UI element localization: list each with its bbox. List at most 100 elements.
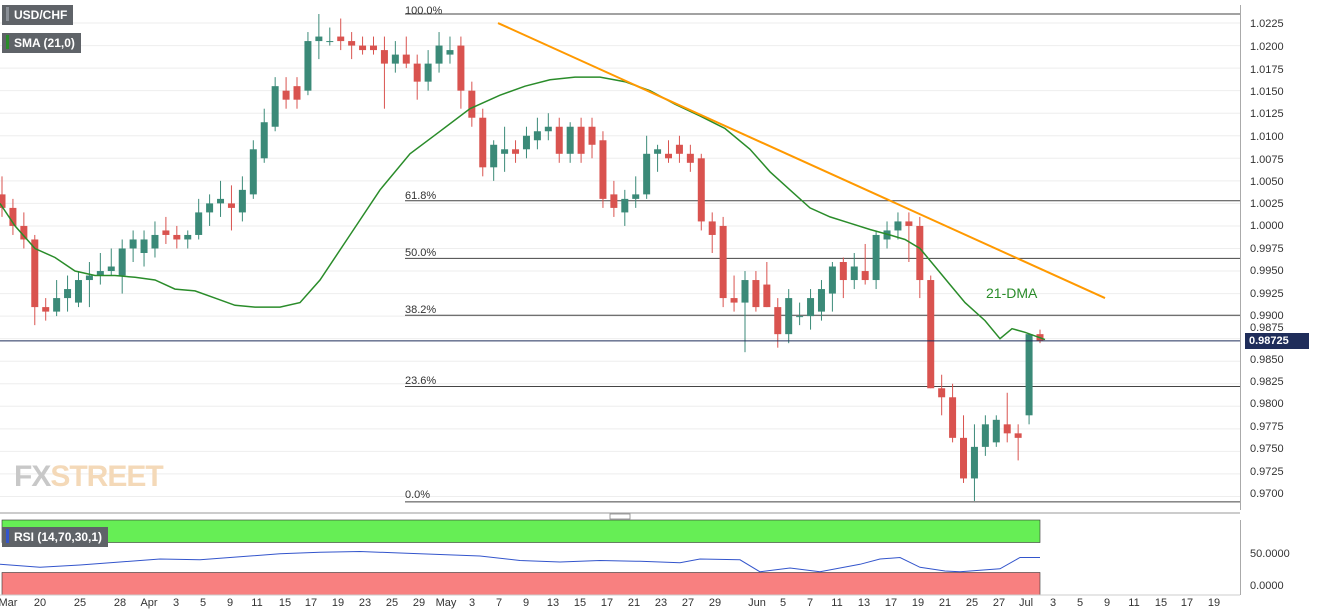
candle-body [796, 316, 804, 318]
bullish-candle [807, 289, 815, 330]
bearish-candle [861, 243, 869, 285]
sma-tag[interactable]: SMA (21,0) [2, 33, 81, 53]
candle-body [697, 158, 705, 222]
bearish-candle [599, 131, 607, 208]
rsi-line [0, 550, 1040, 573]
x-tick-label: 19 [331, 597, 345, 609]
candle-body [173, 234, 181, 240]
candle-body [839, 262, 847, 281]
candle-body [730, 298, 738, 303]
bearish-candle [960, 415, 968, 483]
candle-body [413, 63, 421, 82]
panel-splitter[interactable] [0, 512, 1240, 520]
bullish-candle [74, 271, 82, 308]
sma-swatch [6, 35, 9, 49]
symbol-tag[interactable]: USD/CHF [2, 5, 74, 25]
candle-body [1003, 424, 1011, 434]
bearish-candle [697, 153, 705, 231]
candle-body [391, 54, 399, 64]
candle-body [938, 388, 946, 398]
candle-body [774, 307, 782, 335]
descending-trendline [497, 22, 1106, 299]
rsi-swatch [6, 529, 9, 543]
bullish-candle [129, 230, 137, 263]
bearish-candle [468, 81, 476, 127]
candle-body [249, 149, 257, 195]
bullish-candle [643, 135, 651, 199]
candle-body [195, 212, 203, 235]
candle-body [555, 126, 563, 154]
y-tick-label: 0.9850 [1250, 354, 1284, 366]
x-tick-label: 20 [33, 597, 47, 609]
x-tick-label: 21 [627, 597, 641, 609]
bullish-candle [85, 262, 93, 308]
bearish-candle [348, 32, 356, 60]
bearish-candle [369, 36, 377, 55]
candle-body [271, 86, 279, 127]
candle-body [282, 90, 290, 100]
x-tick-label: 21 [938, 597, 952, 609]
x-tick-label: Mar [0, 597, 18, 609]
y-tick-label: 0.9950 [1250, 265, 1284, 277]
candle-body [326, 41, 334, 43]
candle-body [64, 289, 72, 299]
bearish-candle [719, 216, 727, 308]
bullish-candle [271, 77, 279, 132]
candle-body [675, 144, 683, 154]
y-tick-label: 1.0050 [1250, 176, 1284, 188]
rsi-tick-label: 0.0000 [1250, 580, 1284, 592]
fxstreet-logo: FXSTREET [14, 460, 164, 493]
x-tick-label: 17 [884, 597, 898, 609]
bearish-candle [282, 77, 290, 109]
y-tick-label: 0.9925 [1250, 288, 1284, 300]
candle-body [686, 153, 694, 163]
y-tick-label: 1.0175 [1250, 64, 1284, 76]
bearish-candle [730, 275, 738, 312]
x-tick-label: 3 [468, 597, 476, 609]
candle-body [53, 298, 61, 312]
candle-body [140, 239, 148, 253]
x-tick-label: 3 [172, 597, 180, 609]
bearish-candle [949, 383, 957, 443]
bullish-candle [107, 248, 115, 276]
bearish-candle [479, 108, 487, 177]
x-tick-label: 27 [992, 597, 1006, 609]
x-tick-label: 5 [779, 597, 787, 609]
candle-body [348, 41, 356, 46]
candle-body [304, 41, 312, 91]
candle-body [315, 36, 323, 42]
bullish-candle [326, 27, 334, 46]
bullish-candle [195, 198, 203, 240]
bearish-candle [839, 257, 847, 299]
bullish-candle [501, 126, 509, 172]
rsi-tag[interactable]: RSI (14,70,30,1) [2, 527, 109, 547]
y-tick-label: 0.9825 [1250, 376, 1284, 388]
y-tick-label: 1.0225 [1250, 18, 1284, 30]
bullish-candle [151, 221, 159, 258]
bullish-candle [970, 424, 978, 501]
bearish-candle [457, 36, 465, 109]
x-tick-label: May [435, 597, 457, 609]
sma-label: SMA (21,0) [14, 36, 75, 50]
bullish-candle [621, 189, 629, 226]
candle-body [9, 207, 17, 226]
candle-body [468, 90, 476, 118]
x-tick-label: 19 [1207, 597, 1221, 609]
fib-label-38-2: 38.2% [405, 304, 437, 316]
x-tick-label: 17 [1180, 597, 1194, 609]
candle-body [577, 126, 585, 154]
x-tick-label: 19 [911, 597, 925, 609]
fib-label-0: 0.0% [405, 489, 431, 501]
bearish-candle [1003, 392, 1011, 443]
bullish-candle [315, 14, 323, 60]
candle-body [621, 198, 629, 213]
y-tick-label: 0.9800 [1250, 398, 1284, 410]
bullish-candle [796, 302, 804, 326]
bearish-candle [402, 36, 410, 69]
x-tick-label: 23 [654, 597, 668, 609]
candle-body [490, 144, 498, 168]
bearish-candle [1014, 424, 1022, 461]
x-tick-label: 3 [1049, 597, 1057, 609]
candle-body [610, 194, 618, 208]
candle-body [752, 280, 760, 308]
